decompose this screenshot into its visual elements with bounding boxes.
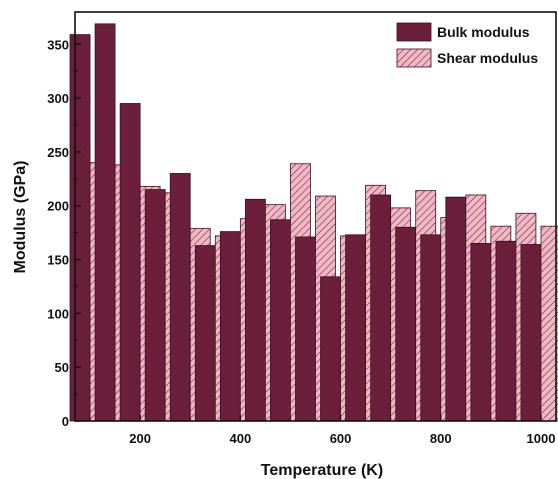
- y-tick-label-250: 250: [47, 145, 69, 160]
- y-tick-label-350: 350: [47, 37, 69, 52]
- bulk-modulus-bar-150: [94, 23, 116, 422]
- bulk-modulus-bar-900: [470, 243, 492, 422]
- bars-layer: [69, 23, 558, 422]
- bulk-modulus-bar-100: [69, 34, 91, 422]
- y-tick-label-50: 50: [55, 360, 69, 375]
- x-axis-title: Temperature (K): [261, 462, 383, 479]
- bulk-modulus-bar-750: [395, 226, 417, 422]
- bulk-modulus-bar-200: [119, 103, 141, 422]
- bulk-modulus-bar-600: [320, 276, 341, 422]
- bulk-modulus-bar-450: [244, 198, 266, 422]
- legend-swatch-bulk: [396, 22, 432, 42]
- x-tick-label-1000: 1000: [527, 431, 556, 446]
- x-tick-label-400: 400: [229, 431, 251, 446]
- bulk-modulus-bar-650: [345, 234, 367, 422]
- y-tick-label-200: 200: [47, 199, 69, 214]
- bulk-modulus-bar-800: [420, 234, 442, 422]
- legend: Bulk modulus Shear modulus: [396, 22, 538, 68]
- bulk-modulus-bar-400: [219, 231, 241, 422]
- legend-swatch-shear: [396, 48, 432, 68]
- bulk-modulus-bar-350: [194, 245, 216, 422]
- legend-label-shear: Shear modulus: [437, 50, 538, 66]
- bulk-modulus-bar-300: [169, 173, 191, 422]
- x-tick-label-600: 600: [330, 431, 352, 446]
- legend-label-bulk: Bulk modulus: [437, 24, 530, 40]
- bulk-modulus-bar-250: [144, 189, 166, 422]
- y-tick-label-300: 300: [47, 91, 69, 106]
- bulk-modulus-bar-950: [495, 240, 517, 422]
- bulk-modulus-bar-550: [295, 236, 316, 422]
- x-tick-label-800: 800: [430, 431, 452, 446]
- plot-frame: [74, 11, 557, 422]
- bulk-modulus-bar-500: [270, 219, 291, 422]
- y-tick-label-150: 150: [47, 253, 69, 268]
- y-tick-label-0: 0: [62, 414, 69, 429]
- x-tick-label-200: 200: [129, 431, 151, 446]
- bulk-modulus-bar-1000: [520, 244, 542, 422]
- bulk-modulus-bar-700: [370, 194, 392, 422]
- y-axis-title: Modulus (GPa): [12, 161, 29, 274]
- y-tick-label-100: 100: [47, 306, 69, 321]
- axes-layer: 0 50 100 150 200 250 300 350 200 400 600 800 1000: [47, 11, 557, 446]
- bulk-modulus-bar-850: [445, 196, 467, 422]
